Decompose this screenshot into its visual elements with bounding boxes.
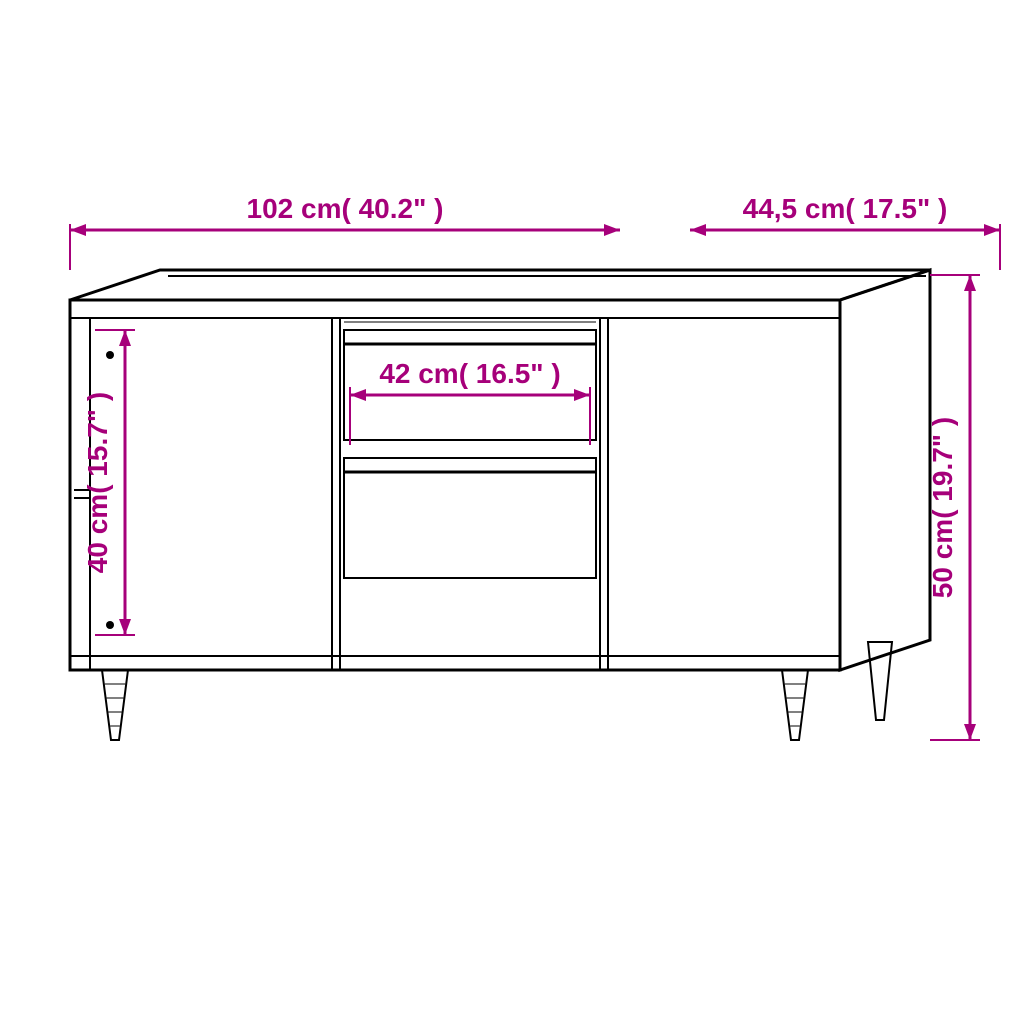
dim-drawer-label: 42 cm( 16.5" ): [379, 358, 560, 389]
dim-height-label: 50 cm( 19.7" ): [927, 417, 958, 598]
dim-width-label: 102 cm( 40.2" ): [247, 193, 444, 224]
dim-depth-label: 44,5 cm( 17.5" ): [743, 193, 948, 224]
dim-panel-label: 40 cm( 15.7" ): [82, 392, 113, 573]
cabinet-drawing: [70, 270, 930, 740]
